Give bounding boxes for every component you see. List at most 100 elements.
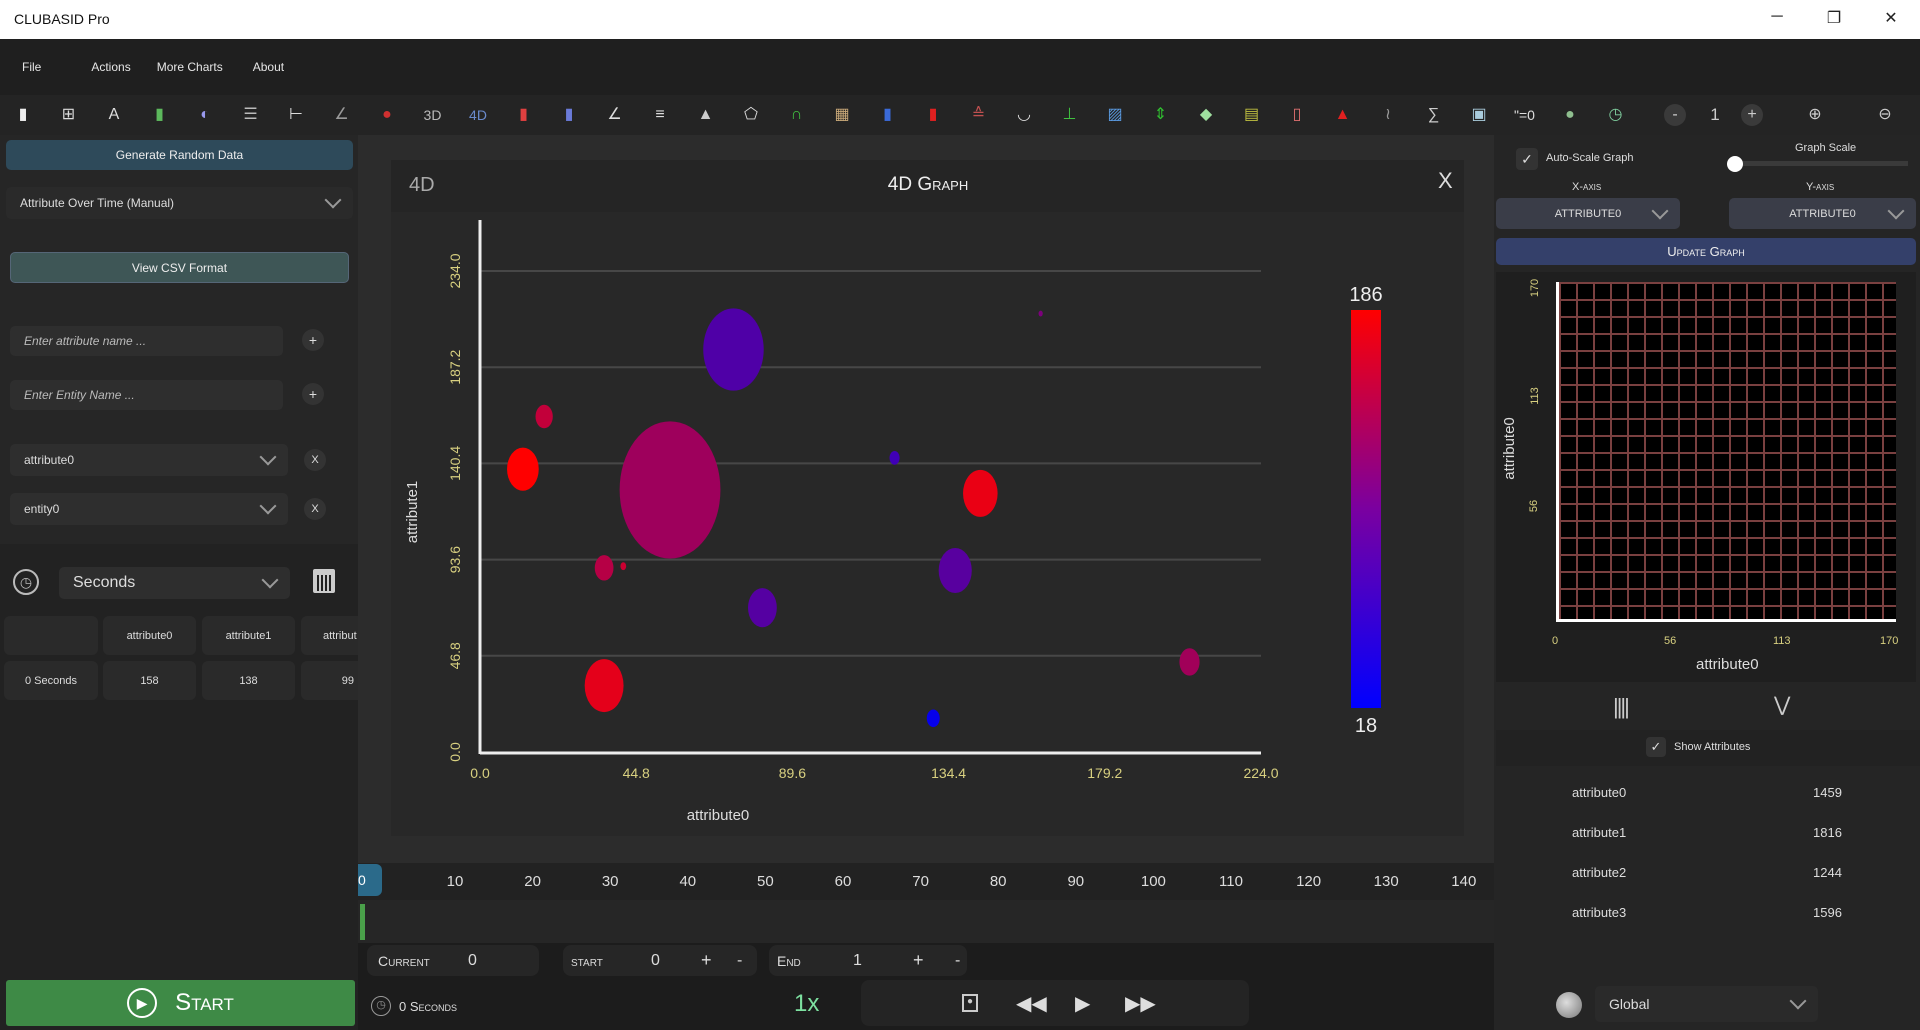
timeline-track[interactable] [358,900,1494,943]
entity-select[interactable]: entity0 [10,493,288,525]
show-attributes-checkbox[interactable]: ✓ [1646,737,1666,757]
entity-name-input[interactable]: Enter Entity Name ... [10,380,283,410]
graph-scale-thumb[interactable] [1727,156,1743,172]
new-file-icon[interactable]: ▮ [18,106,28,123]
remove-entity-button[interactable]: X [304,498,326,520]
zoom-out-icon[interactable]: ⊖ [1878,106,1892,123]
generate-random-data-button[interactable]: Generate Random Data [6,140,353,170]
area-map-icon[interactable]: ▨ [1107,106,1123,123]
elapsed-time: 0 Seconds [399,999,458,1014]
playback-speed[interactable]: 1x [794,990,820,1017]
attribute-name-input[interactable]: Enter attribute name ... [10,326,283,356]
attribute-name: attribute3 [1572,905,1627,920]
start-plus-button[interactable]: + [701,950,712,970]
timeline-tick: 140 [1451,873,1477,890]
fast-forward-icon[interactable]: ▶▶ [1125,993,1156,1015]
rewind-icon[interactable]: ◀◀ [1016,993,1047,1015]
clock-icon[interactable]: ◷ [1608,106,1623,123]
histogram-icon[interactable]: ▲ [697,106,714,123]
gantt-icon[interactable]: ≡ [655,106,665,123]
close-chart-button[interactable]: X [1438,168,1453,193]
restore-button[interactable]: ❐ [1826,10,1842,27]
chart-panel: 4D 4D Graph X [391,160,1464,836]
color-sphere-icon[interactable]: ● [1565,106,1575,123]
time-unit-dropdown[interactable]: Seconds [59,567,290,599]
sum-icon[interactable]: ∑ [1427,106,1440,123]
arc-icon[interactable]: ∩ [790,106,803,123]
y-axis-dropdown[interactable]: attribute0 [1729,198,1916,229]
menu-file[interactable]: File [22,60,42,74]
scope-dropdown[interactable]: Global [1595,986,1818,1022]
grid-icon[interactable]: ⊞ [61,106,76,123]
timeline-ruler[interactable]: 10 20 30 40 50 60 70 80 90 100 110 120 130 140 [358,863,1494,900]
stacked-bar-icon[interactable]: ▮ [519,106,528,123]
heatmap-icon[interactable]: ▦ [834,106,850,123]
graph-scale-slider[interactable] [1735,161,1908,166]
add-attribute-button[interactable]: + [302,329,324,351]
end-minus-button[interactable]: - [955,951,961,969]
image-icon[interactable]: ▣ [1471,106,1487,123]
record-icon[interactable]: ● [962,994,978,1012]
text-attribute-icon[interactable]: A [108,106,120,123]
close-window-button[interactable]: ✕ [1884,10,1898,27]
axis-line-icon[interactable]: ∠ [607,106,622,123]
bar-chart-icon[interactable]: ▮ [155,106,164,123]
pie-icon[interactable]: ◐ [200,106,210,123]
x-axis-dropdown[interactable]: attribute0 [1496,198,1680,229]
pdf-icon[interactable]: ▲ [1334,106,1351,123]
up-down-icon[interactable]: ⇕ [1153,106,1168,123]
signal-doc-icon[interactable]: ▯ [1292,106,1302,123]
candlestick-icon[interactable]: ▮ [928,106,938,123]
current-value[interactable]: 0 [468,951,477,969]
attribute-row[interactable]: attribute0 1459 [1496,775,1920,811]
calendar-icon[interactable] [313,569,335,593]
start-label: Start [175,989,234,1016]
equals-zero-icon[interactable]: "=0 [1514,107,1535,123]
auto-scale-checkbox[interactable]: ✓ [1516,148,1538,170]
venn-icon[interactable]: ● [382,106,392,123]
minimize-button[interactable]: ─ [1771,8,1783,25]
start-minus-button[interactable]: - [737,951,743,969]
mini-y-tick: 170 [1529,278,1542,298]
bars-view-icon[interactable]: |||| [1613,694,1630,719]
polygon-icon[interactable]: ⬠ [744,106,758,123]
axis-arrow-icon[interactable]: ⊢ [289,106,303,123]
end-value[interactable]: 1 [853,951,862,969]
zoom-in-icon[interactable]: ⊕ [1808,106,1822,123]
play-icon[interactable]: ▶ [1075,993,1091,1015]
3d-icon[interactable]: 3D [423,107,442,123]
wave-icon[interactable]: ≀ [1385,106,1391,123]
end-plus-button[interactable]: + [913,950,924,970]
attribute-row[interactable]: attribute2 1244 [1496,855,1920,891]
menu-actions[interactable]: Actions [91,60,131,74]
start-value[interactable]: 0 [651,951,660,969]
menu-more-charts[interactable]: More Charts [156,60,223,74]
x-axis-label: attribute0 [687,807,750,824]
zoom-plus-button[interactable]: + [1741,104,1763,126]
grouped-bar-icon[interactable]: ▮ [564,106,574,123]
zoom-minus-button[interactable]: - [1664,104,1686,126]
mode-dropdown[interactable]: Attribute Over Time (Manual) [6,187,353,219]
timeline-icon[interactable]: ▤ [1243,106,1260,123]
donut-icon[interactable]: ◡ [1017,106,1031,123]
timeline-tick: 50 [757,873,774,890]
remove-attribute-button[interactable]: X [304,449,326,471]
africa-map-icon[interactable]: ◆ [1199,106,1213,123]
pyramid-icon[interactable]: ≙ [971,106,986,123]
menu-about[interactable]: About [252,60,285,74]
error-bar-icon[interactable]: ⊥ [1062,106,1077,123]
line-view-icon[interactable]: ⋁ [1774,694,1791,716]
4d-icon[interactable]: 4D [469,107,487,123]
attribute-row[interactable]: attribute1 1816 [1496,815,1920,851]
attribute-select[interactable]: attribute0 [10,444,288,476]
column-icon[interactable]: ▮ [883,106,892,123]
view-csv-button[interactable]: View CSV Format [10,252,349,283]
update-graph-button[interactable]: Update Graph [1496,238,1916,265]
attribute-row[interactable]: attribute3 1596 [1496,895,1920,931]
start-label: start [571,952,603,969]
line-chart-icon[interactable]: ∠ [334,106,349,123]
timeline-handle[interactable]: 0 [358,864,382,896]
add-entity-button[interactable]: + [302,383,324,405]
start-button[interactable]: ▶ Start [6,980,355,1026]
horizontal-bar-icon[interactable]: ☰ [243,106,258,123]
